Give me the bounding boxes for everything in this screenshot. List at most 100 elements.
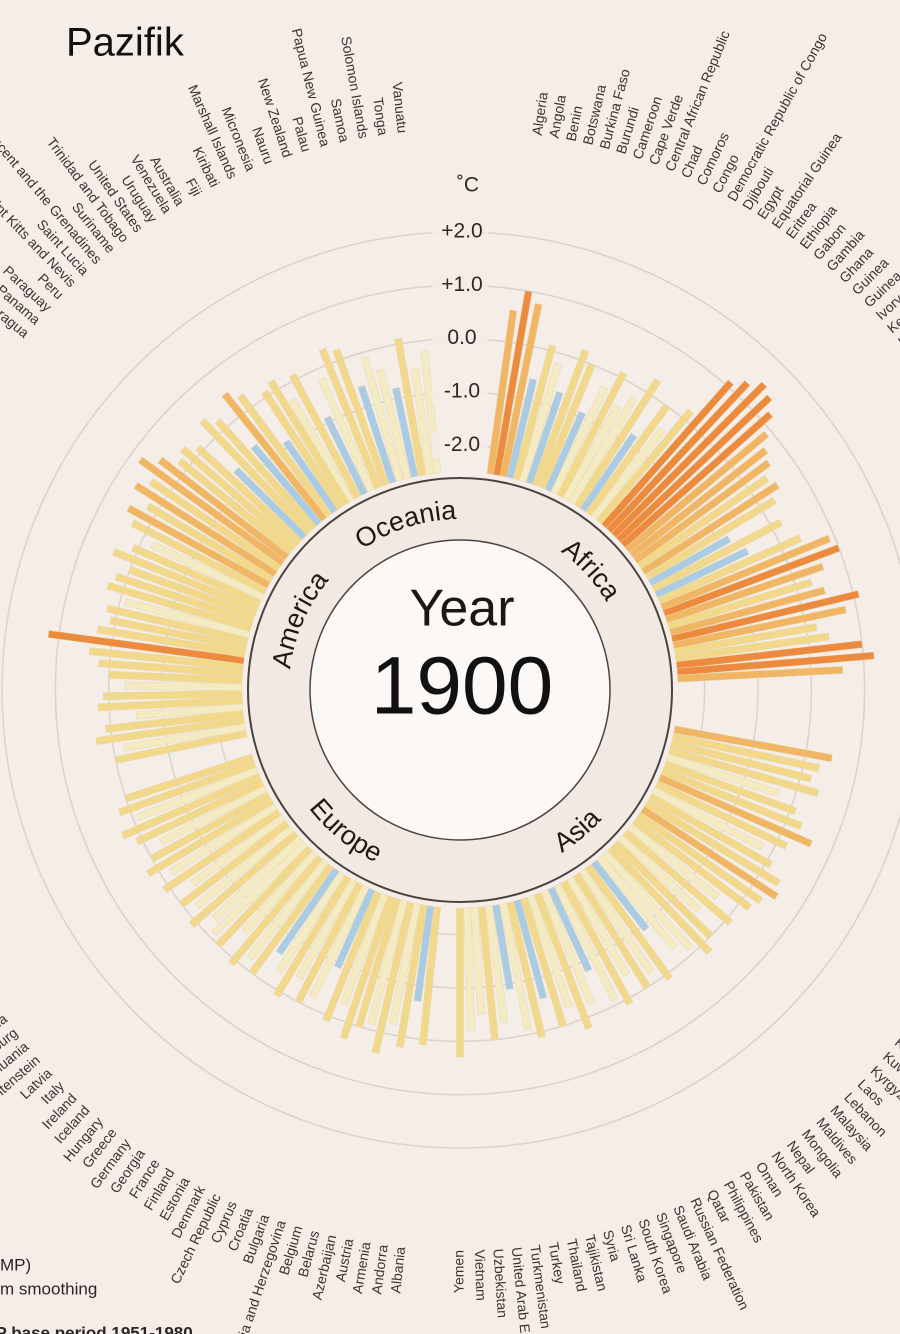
- bar: [525, 390, 564, 485]
- bar: [360, 356, 404, 482]
- bar: [547, 886, 593, 973]
- center-label: Year: [409, 580, 514, 638]
- bar: [211, 835, 304, 922]
- bar: [520, 897, 567, 1028]
- bars: [47, 290, 875, 1058]
- bar: [568, 395, 638, 505]
- bar: [394, 337, 426, 477]
- bar: [633, 459, 772, 565]
- bar: [322, 890, 382, 1023]
- country-label: Yemen: [451, 1250, 467, 1293]
- bar: [195, 444, 303, 546]
- tick-label-bg: [432, 325, 488, 352]
- bar: [47, 630, 245, 665]
- bar: [579, 432, 638, 513]
- bar: [294, 881, 364, 1004]
- bar: [289, 373, 362, 500]
- bar: [595, 408, 694, 525]
- bar: [180, 445, 299, 551]
- bar: [654, 547, 750, 599]
- bar: [275, 867, 340, 956]
- bar: [622, 829, 734, 926]
- bar: [456, 907, 464, 1058]
- bar: [332, 348, 390, 487]
- bar: [241, 850, 319, 936]
- bar: [463, 907, 476, 1031]
- bar: [540, 889, 596, 1006]
- bar: [640, 481, 780, 576]
- bar: [654, 780, 789, 850]
- note: MP): [0, 1255, 31, 1274]
- bar: [317, 376, 375, 493]
- bar: [533, 892, 593, 1030]
- bar: [484, 905, 509, 1024]
- bar: [669, 586, 826, 637]
- bar: [470, 907, 486, 1015]
- bar: [131, 544, 262, 607]
- bar: [410, 367, 434, 475]
- bar: [98, 659, 244, 678]
- bar: [670, 590, 860, 643]
- bar: [211, 840, 309, 937]
- bar: [261, 389, 344, 511]
- y-tick-label: -1.0: [444, 380, 480, 403]
- bar: [367, 899, 408, 1026]
- bar: [647, 793, 773, 869]
- bar: [355, 897, 402, 1028]
- bar: [560, 879, 634, 1006]
- country-label: Benin: [563, 104, 586, 142]
- y-tick-label: -2.0: [444, 433, 480, 456]
- bar: [149, 791, 271, 863]
- bar: [114, 572, 255, 626]
- bar: [662, 544, 841, 618]
- bar: [675, 640, 863, 670]
- bar: [631, 817, 752, 911]
- note: m smoothing: [0, 1279, 97, 1298]
- bar: [584, 863, 673, 981]
- bar: [339, 895, 395, 1040]
- bar: [246, 858, 329, 961]
- bar: [627, 823, 720, 901]
- bar: [267, 379, 350, 507]
- bar: [531, 348, 590, 488]
- bar: [136, 766, 259, 821]
- country-label: Albania: [387, 1246, 408, 1294]
- tick-label-bg: [432, 272, 488, 299]
- bar: [596, 854, 678, 951]
- bar: [499, 902, 533, 1031]
- bar: [493, 290, 533, 477]
- bar: [157, 456, 290, 561]
- bar: [188, 830, 299, 928]
- bar: [97, 696, 243, 712]
- bar: [273, 874, 352, 999]
- bar: [177, 457, 294, 556]
- bar: [194, 825, 295, 910]
- bar: [538, 362, 596, 490]
- bar: [657, 534, 803, 605]
- bar: [88, 647, 244, 672]
- bar: [108, 670, 243, 685]
- bar: [215, 845, 314, 948]
- bar: [519, 362, 563, 483]
- bar: [651, 786, 765, 851]
- bar: [578, 868, 655, 975]
- bar: [150, 541, 265, 601]
- bar: [135, 779, 265, 846]
- bar: [617, 834, 702, 913]
- bar: [282, 439, 339, 514]
- bar: [636, 811, 764, 905]
- bar: [199, 417, 313, 536]
- bar: [169, 803, 278, 876]
- bar: [106, 604, 249, 645]
- country-label: Uzbekistan: [490, 1248, 511, 1318]
- center-disc: [309, 539, 611, 841]
- bar: [660, 767, 803, 830]
- country-label: Angola: [546, 93, 569, 139]
- bar: [159, 785, 268, 846]
- bar: [644, 496, 777, 581]
- bar: [664, 562, 825, 624]
- bar: [109, 616, 248, 652]
- bar: [137, 456, 286, 566]
- tick-label-bg: [432, 219, 488, 245]
- bar: [486, 309, 518, 475]
